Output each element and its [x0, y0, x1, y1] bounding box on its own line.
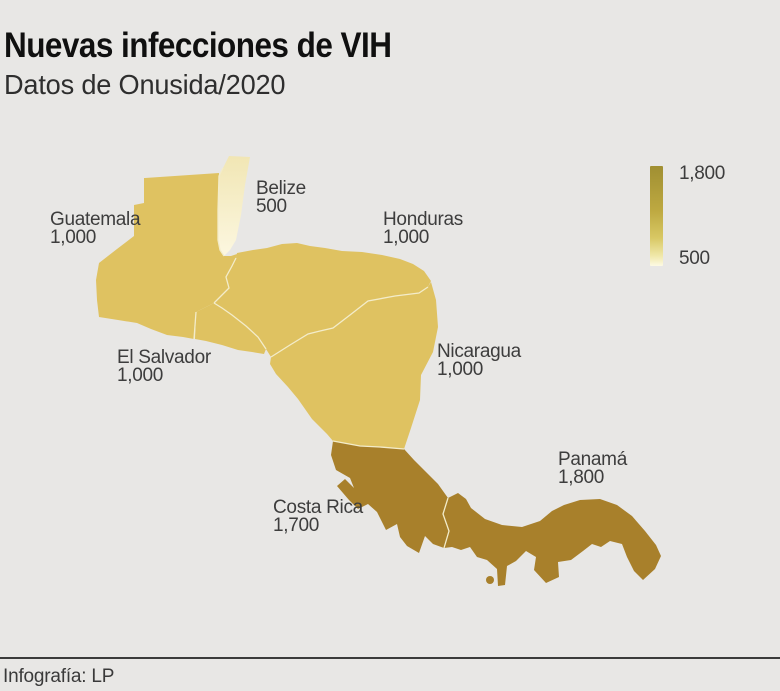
country-shape-costa-rica [331, 441, 449, 553]
country-label-costa-rica: Costa Rica 1,700 [273, 497, 363, 536]
footer-divider [0, 657, 780, 659]
country-name: Guatemala [50, 209, 141, 230]
country-shape-nicaragua [270, 282, 438, 449]
country-label-belize: Belize 500 [256, 178, 306, 217]
country-value: 1,000 [50, 227, 97, 248]
border-guatemala-honduras [213, 257, 237, 304]
border-honduras-el-salvador [213, 302, 267, 350]
country-value: 1,000 [437, 359, 484, 380]
country-label-nicaragua: Nicaragua 1,000 [437, 341, 521, 380]
legend-max-label: 1,800 [679, 163, 726, 184]
country-value: 1,700 [273, 515, 320, 536]
footer-credit: Infografía: LP [3, 666, 115, 687]
country-value: 1,000 [117, 365, 164, 386]
country-name: Belize [256, 178, 306, 199]
legend-gradient-bar [650, 166, 663, 266]
border-guatemala-belize [217, 167, 225, 257]
border-guatemala-el-salvador [193, 311, 197, 340]
page-title: Nuevas infecciones de VIH [4, 26, 392, 66]
country-name: El Salvador [117, 347, 211, 368]
country-value: 500 [256, 196, 287, 217]
legend-min-label: 500 [679, 248, 710, 269]
country-shape-guatemala [96, 173, 237, 339]
country-label-guatemala: Guatemala 1,000 [50, 209, 141, 248]
country-name: Honduras [383, 209, 463, 230]
country-shape-belize [218, 156, 250, 256]
country-label-el-salvador: El Salvador 1,000 [117, 347, 211, 386]
border-nicaragua-costa-rica [332, 440, 405, 450]
island-panama-gulf [594, 539, 600, 545]
border-honduras-nicaragua [270, 286, 429, 358]
country-label-panama: Panamá 1,800 [558, 449, 627, 488]
country-shape-el-salvador [195, 303, 266, 354]
country-name: Panamá [558, 449, 627, 470]
country-shape-honduras [214, 243, 431, 357]
country-shape-panama [443, 493, 661, 586]
island-coiba [486, 576, 494, 584]
country-label-honduras: Honduras 1,000 [383, 209, 463, 248]
country-name: Costa Rica [273, 497, 363, 518]
page-subtitle: Datos de Onusida/2020 [4, 69, 286, 100]
country-value: 1,800 [558, 467, 605, 488]
border-costa-rica-panama [442, 497, 450, 549]
country-name: Nicaragua [437, 341, 521, 362]
country-value: 1,000 [383, 227, 430, 248]
